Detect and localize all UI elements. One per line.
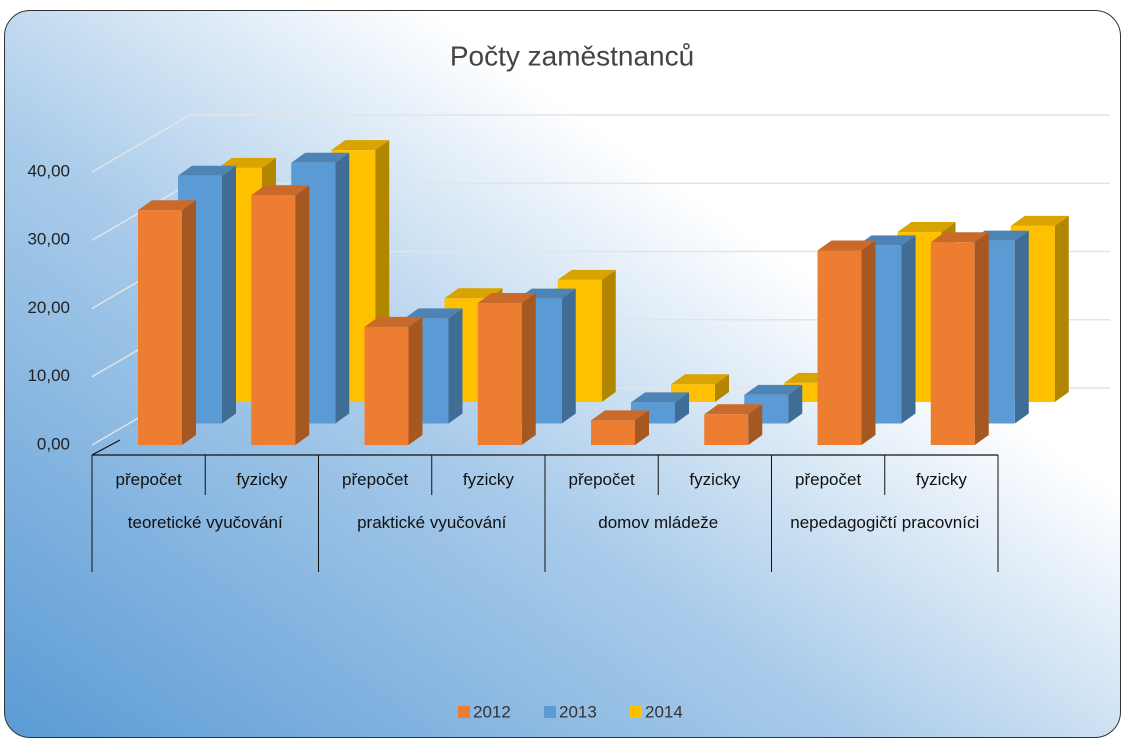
- bar-top: [218, 157, 276, 168]
- bar: [930, 232, 989, 445]
- bar: [251, 185, 310, 445]
- bar: [704, 404, 763, 445]
- bar-top: [331, 140, 390, 151]
- bar-top: [817, 240, 876, 251]
- legend-swatch: [544, 706, 556, 718]
- bar-side: [222, 165, 236, 424]
- bar-front: [138, 210, 182, 445]
- bar-side: [448, 308, 463, 424]
- bar-side: [715, 374, 729, 402]
- bar-top: [744, 384, 803, 395]
- x-tick-label: přepočet: [115, 470, 182, 489]
- bar-top: [477, 293, 536, 304]
- x-tick-label: fyzicky: [915, 470, 967, 489]
- bar-top: [897, 222, 956, 233]
- bar-front: [364, 326, 409, 445]
- bar-side: [561, 288, 576, 424]
- x-axis-depth: [91, 439, 121, 456]
- bar-front: [251, 195, 296, 445]
- bar: [364, 316, 423, 445]
- bar-top: [291, 152, 350, 163]
- bar-side: [335, 152, 350, 424]
- legend-swatch: [458, 706, 470, 718]
- bar-front: [817, 250, 862, 445]
- x-tick-label: přepočet: [342, 470, 409, 489]
- bar-side: [1014, 230, 1029, 424]
- bar-front: [477, 303, 522, 445]
- grid-line: [91, 114, 1110, 173]
- bar-side: [974, 232, 989, 445]
- bar-side: [748, 404, 763, 445]
- bar-top: [671, 374, 729, 385]
- bar-front: [930, 242, 975, 445]
- bar-top: [138, 200, 196, 211]
- group-label: teoretické vyučování: [127, 513, 283, 532]
- legend-label: 2012: [473, 702, 511, 721]
- bar-top: [704, 404, 763, 415]
- bar: [817, 240, 876, 445]
- y-tick-label: 30,00: [27, 230, 70, 249]
- y-tick-label: 0,00: [37, 434, 70, 453]
- legend-label: 2013: [559, 702, 597, 721]
- bar-top: [404, 308, 463, 319]
- group-label: praktické vyučování: [357, 513, 507, 532]
- x-tick-label: fyzicky: [462, 470, 514, 489]
- bar-top: [631, 392, 689, 403]
- bar: [591, 410, 649, 445]
- bar-side: [601, 269, 616, 402]
- legend-swatch: [630, 706, 642, 718]
- bar: [138, 200, 196, 445]
- bar-front: [704, 414, 749, 445]
- x-tick-label: přepočet: [795, 470, 862, 489]
- chart-title: Počty zaměstnanců: [450, 40, 694, 71]
- bar-side: [182, 200, 196, 445]
- bar-side: [675, 392, 689, 424]
- bar-side: [861, 240, 876, 445]
- y-tick-label: 10,00: [27, 366, 70, 385]
- x-tick-label: fyzicky: [236, 470, 288, 489]
- y-tick-label: 20,00: [27, 298, 70, 317]
- bar-top: [557, 269, 616, 280]
- y-tick-label: 40,00: [27, 161, 70, 180]
- bar-side: [521, 293, 536, 445]
- bar-side: [295, 185, 310, 445]
- bar: [477, 293, 536, 445]
- bar-top: [364, 316, 423, 327]
- group-label: domov mládeže: [598, 513, 719, 532]
- legend-label: 2014: [645, 702, 683, 721]
- x-tick-label: přepočet: [568, 470, 635, 489]
- x-tick-label: fyzicky: [689, 470, 741, 489]
- bar-side: [408, 316, 423, 445]
- bar-side: [635, 410, 649, 445]
- bar-side: [788, 384, 803, 424]
- bar-top: [1010, 215, 1069, 226]
- bar-top: [178, 165, 236, 176]
- bar-top: [930, 232, 989, 243]
- bar-side: [1054, 215, 1069, 402]
- bar-top: [591, 410, 649, 421]
- bar-top: [251, 185, 310, 196]
- bar-side: [901, 235, 916, 424]
- bar-front: [591, 420, 635, 445]
- group-label: nepedagogičtí pracovníci: [790, 513, 980, 532]
